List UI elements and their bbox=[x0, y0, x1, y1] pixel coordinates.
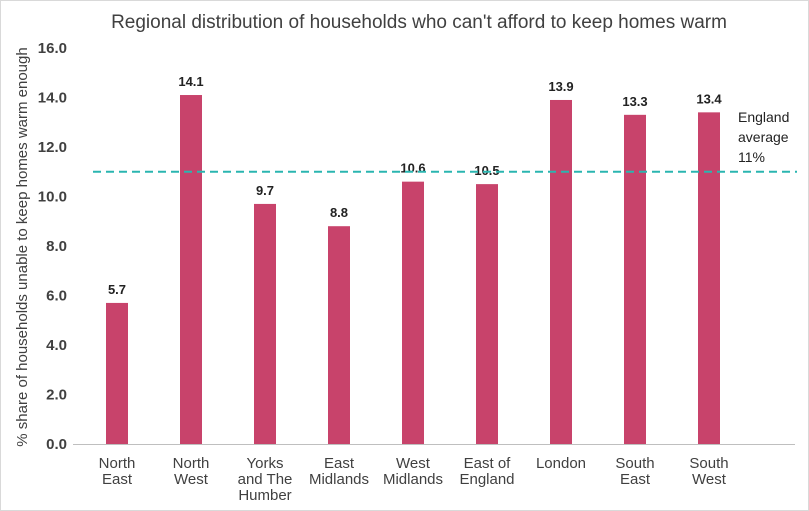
data-label: 8.8 bbox=[330, 205, 348, 220]
y-tick-label: 0.0 bbox=[46, 436, 67, 453]
bar bbox=[106, 302, 128, 444]
annotation-line: 11% bbox=[738, 149, 765, 165]
data-label: 5.7 bbox=[108, 282, 126, 297]
x-tick-label: North bbox=[173, 455, 210, 472]
chart-title: Regional distribution of households who … bbox=[111, 12, 727, 33]
data-label: 14.1 bbox=[178, 74, 203, 89]
england-average-annotation: England average 11% bbox=[738, 109, 789, 165]
y-axis-label: % share of households unable to keep hom… bbox=[14, 47, 31, 446]
bar bbox=[624, 114, 646, 444]
bar bbox=[476, 184, 498, 444]
data-label: 13.3 bbox=[622, 94, 647, 109]
bar bbox=[328, 226, 350, 444]
x-tick-label: Midlands bbox=[309, 471, 369, 488]
y-tick-label: 6.0 bbox=[46, 288, 67, 305]
x-tick-label: England bbox=[459, 471, 514, 488]
annotation-line: England bbox=[738, 109, 789, 125]
x-tick-label: Midlands bbox=[383, 471, 443, 488]
bar bbox=[698, 112, 720, 444]
x-tick-label: London bbox=[536, 455, 586, 472]
x-tick-label: West bbox=[174, 471, 209, 488]
x-tick-label: East bbox=[324, 455, 355, 472]
x-tick-label: West bbox=[692, 471, 727, 488]
data-label: 10.5 bbox=[474, 163, 499, 178]
x-tick-label: East bbox=[102, 471, 133, 488]
y-tick-label: 4.0 bbox=[46, 337, 67, 354]
x-tick-label: South bbox=[689, 455, 728, 472]
data-label: 13.4 bbox=[696, 91, 722, 106]
y-tick-label: 8.0 bbox=[46, 238, 67, 255]
y-axis-ticks: 0.0 2.0 4.0 6.0 8.0 10.0 12.0 14.0 16.0 bbox=[38, 40, 67, 453]
annotation-line: average bbox=[738, 129, 789, 145]
x-tick-label: and The bbox=[238, 471, 293, 488]
bar bbox=[550, 99, 572, 444]
bar bbox=[180, 95, 202, 445]
data-label: 9.7 bbox=[256, 183, 274, 198]
data-labels: 5.7 14.1 9.7 8.8 10.6 10.5 13.9 13.3 13.4 bbox=[108, 74, 722, 297]
y-tick-label: 16.0 bbox=[38, 40, 67, 57]
x-tick-label: Humber bbox=[238, 487, 291, 504]
data-label: 13.9 bbox=[548, 79, 573, 94]
x-tick-label: South bbox=[615, 455, 654, 472]
x-tick-label: East bbox=[620, 471, 651, 488]
y-tick-label: 2.0 bbox=[46, 387, 67, 404]
bar bbox=[254, 203, 276, 444]
x-tick-label: Yorks bbox=[247, 455, 284, 472]
y-tick-label: 10.0 bbox=[38, 189, 67, 206]
data-label: 10.6 bbox=[400, 161, 425, 176]
bar bbox=[402, 181, 424, 444]
bars bbox=[106, 95, 720, 445]
y-tick-label: 14.0 bbox=[38, 90, 67, 107]
x-tick-label: East of bbox=[464, 455, 512, 472]
y-tick-label: 12.0 bbox=[38, 139, 67, 156]
x-tick-label: West bbox=[396, 455, 431, 472]
x-tick-label: North bbox=[99, 455, 136, 472]
